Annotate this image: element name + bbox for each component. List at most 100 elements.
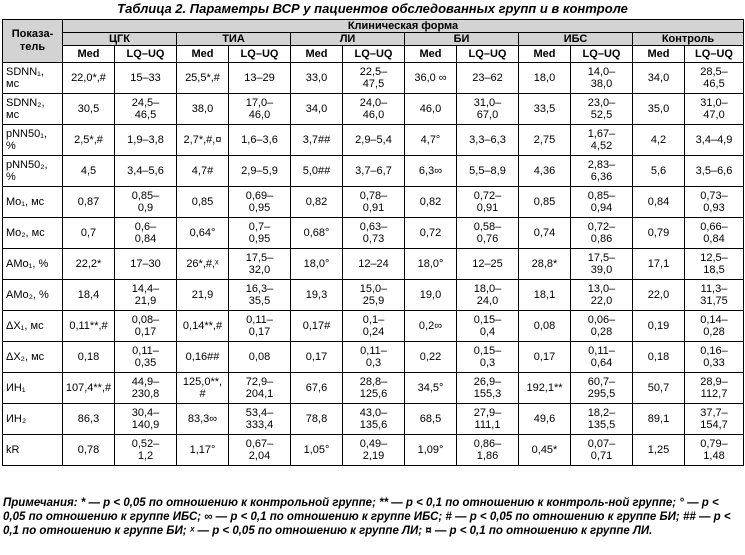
range-cell: 0,85– 0,94 xyxy=(570,186,633,218)
med-cell: 0,84 xyxy=(632,186,685,218)
range-cell: 1,6–3,6 xyxy=(228,124,291,156)
footnotes: Примечания: * — p < 0,05 по отношению к … xyxy=(3,496,743,538)
group-header: ТИА xyxy=(176,32,291,46)
range-cell: 23–62 xyxy=(456,62,519,94)
med-cell: 18,0° xyxy=(290,248,343,280)
med-cell: 0,19 xyxy=(632,310,685,342)
table-title: Таблица 2. Параметры ВСР у пациентов обс… xyxy=(117,1,628,16)
med-cell: 0,82 xyxy=(404,186,457,218)
med-cell: 0,22 xyxy=(404,341,457,373)
range-cell: 0,11– 0,17 xyxy=(228,310,291,342)
med-cell: 0,17 xyxy=(290,341,343,373)
med-cell: 4,36 xyxy=(518,155,571,187)
range-cell: 2,9–5,9 xyxy=(228,155,291,187)
med-cell: 4,7° xyxy=(404,124,457,156)
med-cell: 1,17° xyxy=(176,434,229,466)
med-cell: 0,45* xyxy=(518,434,571,466)
range-cell: 3,7–6,7 xyxy=(342,155,405,187)
range-cell: 0,08– 0,17 xyxy=(114,310,177,342)
lq-uq-subheader: LQ–UQ xyxy=(683,45,745,63)
range-cell: 28,9– 112,7 xyxy=(683,372,745,404)
med-cell: 0,18 xyxy=(632,341,685,373)
med-cell: 34,0 xyxy=(290,93,343,125)
med-cell: 0,18 xyxy=(62,341,115,373)
range-cell: 0,73– 0,93 xyxy=(683,186,745,218)
lq-uq-subheader: LQ–UQ xyxy=(456,45,519,63)
range-cell: 0,08 xyxy=(228,341,291,373)
med-cell: 28,8* xyxy=(518,248,571,280)
table-row: kR 0,78 0,52– 1,2 1,17° 0,67– 2,04 1,05° 0,49–… xyxy=(2,434,745,466)
range-cell: 11,3– 31,75 xyxy=(683,279,745,311)
param-cell: AMo₁, % xyxy=(2,248,63,280)
range-cell: 2,9–5,4 xyxy=(342,124,405,156)
med-cell: 22,0 xyxy=(632,279,685,311)
range-cell: 13,0– 22,0 xyxy=(570,279,633,311)
range-cell: 0,6– 0,84 xyxy=(114,217,177,249)
range-cell: 0,85– 0,9 xyxy=(114,186,177,218)
range-cell: 3,4–5,6 xyxy=(114,155,177,187)
lq-uq-subheader: LQ–UQ xyxy=(342,45,405,63)
range-cell: 0,67– 2,04 xyxy=(228,434,291,466)
med-cell: 0,2∞ xyxy=(404,310,457,342)
range-cell: 12–24 xyxy=(342,248,405,280)
med-cell: 68,5 xyxy=(404,403,457,435)
range-cell: 30,4– 140,9 xyxy=(114,403,177,435)
med-cell: 4,2 xyxy=(632,124,685,156)
med-cell: 19,0 xyxy=(404,279,457,311)
med-cell: 78,8 xyxy=(290,403,343,435)
range-cell: 3,5–6,6 xyxy=(683,155,745,187)
range-cell: 0,52– 1,2 xyxy=(114,434,177,466)
med-cell: 4,5 xyxy=(62,155,115,187)
med-cell: 6,3∞ xyxy=(404,155,457,187)
param-cell: ΔX₁, мс xyxy=(2,310,63,342)
med-cell: 0,17# xyxy=(290,310,343,342)
param-cell: AMo₂, % xyxy=(2,279,63,311)
param-cell: SDNN₁, мс xyxy=(2,62,63,94)
range-cell: 24,5– 46,5 xyxy=(114,93,177,125)
range-cell: 0,78– 0,91 xyxy=(342,186,405,218)
param-cell: kR xyxy=(2,434,63,466)
range-cell: 0,11– 0,3 xyxy=(342,341,405,373)
range-cell: 12,5– 18,5 xyxy=(683,248,745,280)
med-cell: 83,3∞ xyxy=(176,403,229,435)
range-cell: 0,06– 0,28 xyxy=(570,310,633,342)
group-header: БИ xyxy=(404,32,519,46)
lq-uq-subheader: LQ–UQ xyxy=(114,45,177,63)
param-cell: ИН₂ xyxy=(2,403,63,435)
med-cell: 192,1** xyxy=(518,372,571,404)
med-cell: 18,0 xyxy=(518,62,571,94)
med-cell: 36,0 ∞ xyxy=(404,62,457,94)
range-cell: 12–25 xyxy=(456,248,519,280)
footnotes-text: * — p < 0,05 по отношению к контрольной … xyxy=(3,497,731,537)
range-cell: 22,5– 47,5 xyxy=(342,62,405,94)
med-cell: 0,68° xyxy=(290,217,343,249)
range-cell: 5,5–8,9 xyxy=(456,155,519,187)
med-cell: 2,7*,#,¤ xyxy=(176,124,229,156)
med-cell: 25,5*,# xyxy=(176,62,229,94)
med-cell: 34,0 xyxy=(632,62,685,94)
med-cell: 34,5° xyxy=(404,372,457,404)
med-cell: 49,6 xyxy=(518,403,571,435)
range-cell: 0,63– 0,73 xyxy=(342,217,405,249)
range-cell: 15–33 xyxy=(114,62,177,94)
med-subheader: Med xyxy=(404,45,457,63)
range-cell: 18,0– 24,0 xyxy=(456,279,519,311)
med-cell: 35,0 xyxy=(632,93,685,125)
med-cell: 0,85 xyxy=(518,186,571,218)
range-cell: 14,4– 21,9 xyxy=(114,279,177,311)
range-cell: 53,4– 333,4 xyxy=(228,403,291,435)
table-row: AMo₂, % 18,4 14,4– 21,9 21,9 16,3– 35,5 19,3 1… xyxy=(2,279,745,311)
range-cell: 0,72– 0,91 xyxy=(456,186,519,218)
med-cell: 0,7 xyxy=(62,217,115,249)
range-cell: 26,9– 155,3 xyxy=(456,372,519,404)
param-cell: Mo₁, мс xyxy=(2,186,63,218)
med-cell: 0,74 xyxy=(518,217,571,249)
table-row: Mo₂, мс 0,7 0,6– 0,84 0,64° 0,7– 0,95 0,68° 0,… xyxy=(2,217,745,249)
range-cell: 0,66– 0,84 xyxy=(683,217,745,249)
range-cell: 0,1– 0,24 xyxy=(342,310,405,342)
table-row: Mo₁, мс 0,87 0,85– 0,9 0,85 0,69– 0,95 0,82 0,… xyxy=(2,186,745,218)
med-cell: 33,5 xyxy=(518,93,571,125)
med-cell: 0,72 xyxy=(404,217,457,249)
range-cell: 18,2– 135,5 xyxy=(570,403,633,435)
range-cell: 23,0– 52,5 xyxy=(570,93,633,125)
